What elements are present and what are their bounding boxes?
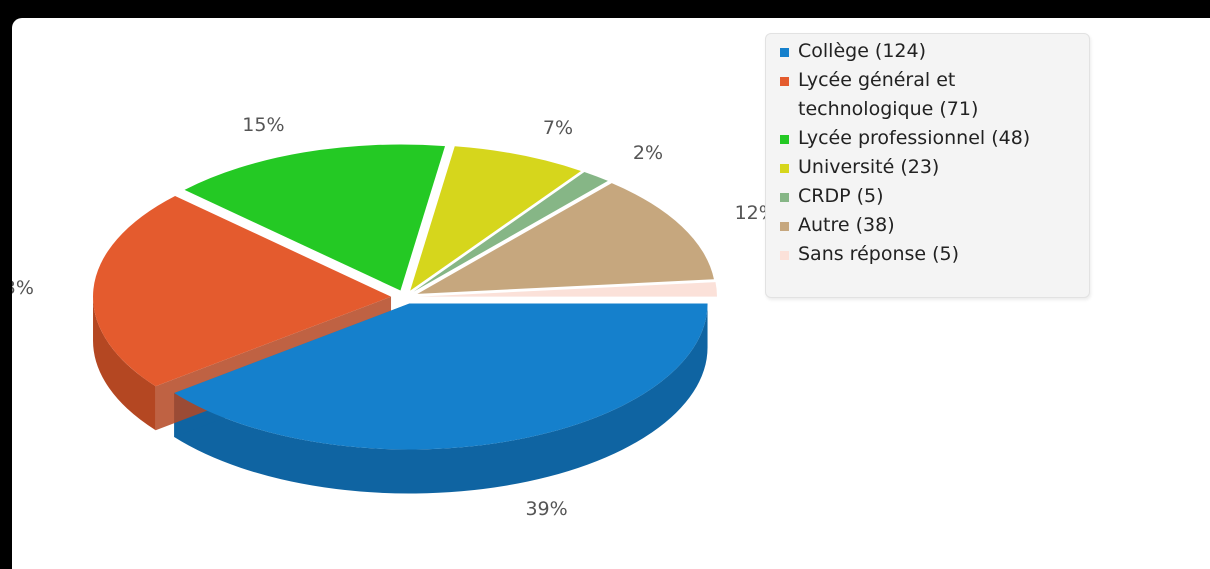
legend: Collège (124) Lycée général et technolog… [765,33,1090,298]
legend-label-college: Collège (124) [798,40,927,62]
legend-item-lycee-professionnel[interactable]: Lycée professionnel (48) [780,124,1089,153]
legend-label-lycee-general: Lycée général et technologique (71) [798,69,979,120]
legend-swatch-autre [780,222,789,231]
pie-slice-crdp [413,171,608,292]
pie-slice-sans-reponse [418,282,717,297]
legend-label-sans-reponse: Sans réponse (5) [798,243,960,265]
legend-item-universite[interactable]: Université (23) [780,153,1089,182]
pie-slice-lycee-professionnel [184,144,446,291]
legend-swatch-crdp [780,193,789,202]
pie-label-lycee-professionnel: 15% [242,114,284,136]
legend-item-crdp[interactable]: CRDP (5) [780,182,1089,211]
legend-swatch-sans-reponse [780,251,789,260]
pie-label-universite: 7% [543,117,573,139]
legend-swatch-lycee-general [780,77,789,86]
legend-label-lycee-professionnel: Lycée professionnel (48) [798,127,1031,149]
legend-item-autre[interactable]: Autre (38) [780,211,1089,240]
legend-item-lycee-general[interactable]: Lycée général et technologique (71) [780,66,1089,124]
pie-slice-college [174,303,708,450]
pie-label-lycee-general-et-technologique: 23% [12,277,34,299]
legend-swatch-lycee-professionnel [780,135,789,144]
pie-slice-universite [410,146,581,291]
legend-label-crdp: CRDP (5) [798,185,884,207]
pie-label-college: 39% [525,498,567,520]
pie-tops [93,144,717,450]
legend-item-sans-reponse[interactable]: Sans réponse (5) [780,240,1089,269]
legend-swatch-universite [780,164,789,173]
pie-slice-autre [417,183,714,294]
legend-swatch-college [780,48,789,57]
legend-label-universite: Université (23) [798,156,940,178]
pie-slice-lycee-general-et-technologique [93,196,392,387]
pie-side-college [174,303,708,494]
legend-label-autre: Autre (38) [798,214,895,236]
chart-frame: 39%23%15%7%2%12%2% Collège (124) Lycée g… [12,18,1210,569]
pie-side-lycee-general-et-technologique [93,296,156,431]
legend-item-college[interactable]: Collège (124) [780,37,1089,66]
pie-label-crdp: 2% [633,142,663,164]
